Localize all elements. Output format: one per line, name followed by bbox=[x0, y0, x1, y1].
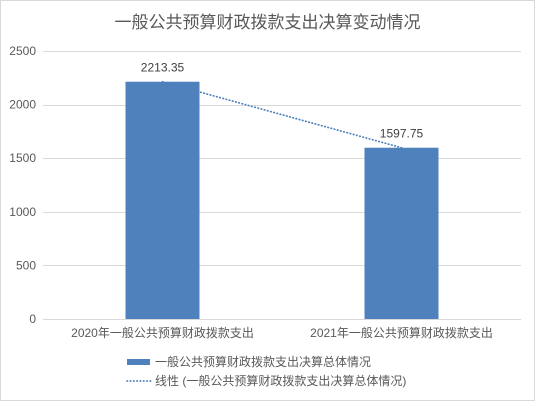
legend-label-series: 一般公共预算财政拨款支出决算总体情况 bbox=[155, 354, 371, 369]
legend: 一般公共预算财政拨款支出决算总体情况 线性 (一般公共预算财政拨款支出决算总体情… bbox=[126, 354, 406, 388]
y-tick-label: 500 bbox=[16, 258, 36, 272]
y-tick-label: 2500 bbox=[9, 44, 36, 58]
y-tick-label: 2000 bbox=[9, 98, 36, 112]
legend-swatch-series bbox=[127, 359, 150, 365]
y-tick-label: 1500 bbox=[9, 151, 36, 165]
bar bbox=[125, 81, 200, 319]
plot-area: 0 500 1000 1500 2000 2500 2213.35 1597.75 2020年一… bbox=[9, 44, 521, 340]
data-label: 2213.35 bbox=[141, 61, 185, 75]
x-category-label: 2020年一般公共预算财政拨款支出 bbox=[71, 325, 254, 340]
legend-item-series: 一般公共预算财政拨款支出决算总体情况 bbox=[127, 354, 371, 369]
bar bbox=[364, 147, 439, 319]
x-category-label: 2021年一般公共预算财政拨款支出 bbox=[310, 325, 493, 340]
y-tick-label: 1000 bbox=[9, 205, 36, 219]
legend-label-trendline: 线性 (一般公共预算财政拨款支出决算总体情况) bbox=[155, 373, 406, 388]
data-label: 1597.75 bbox=[380, 127, 424, 141]
chart-title: 一般公共预算财政拨款支出决算变动情况 bbox=[115, 13, 421, 32]
legend-item-trendline: 线性 (一般公共预算财政拨款支出决算总体情况) bbox=[126, 373, 406, 388]
y-tick-label: 0 bbox=[29, 312, 36, 326]
